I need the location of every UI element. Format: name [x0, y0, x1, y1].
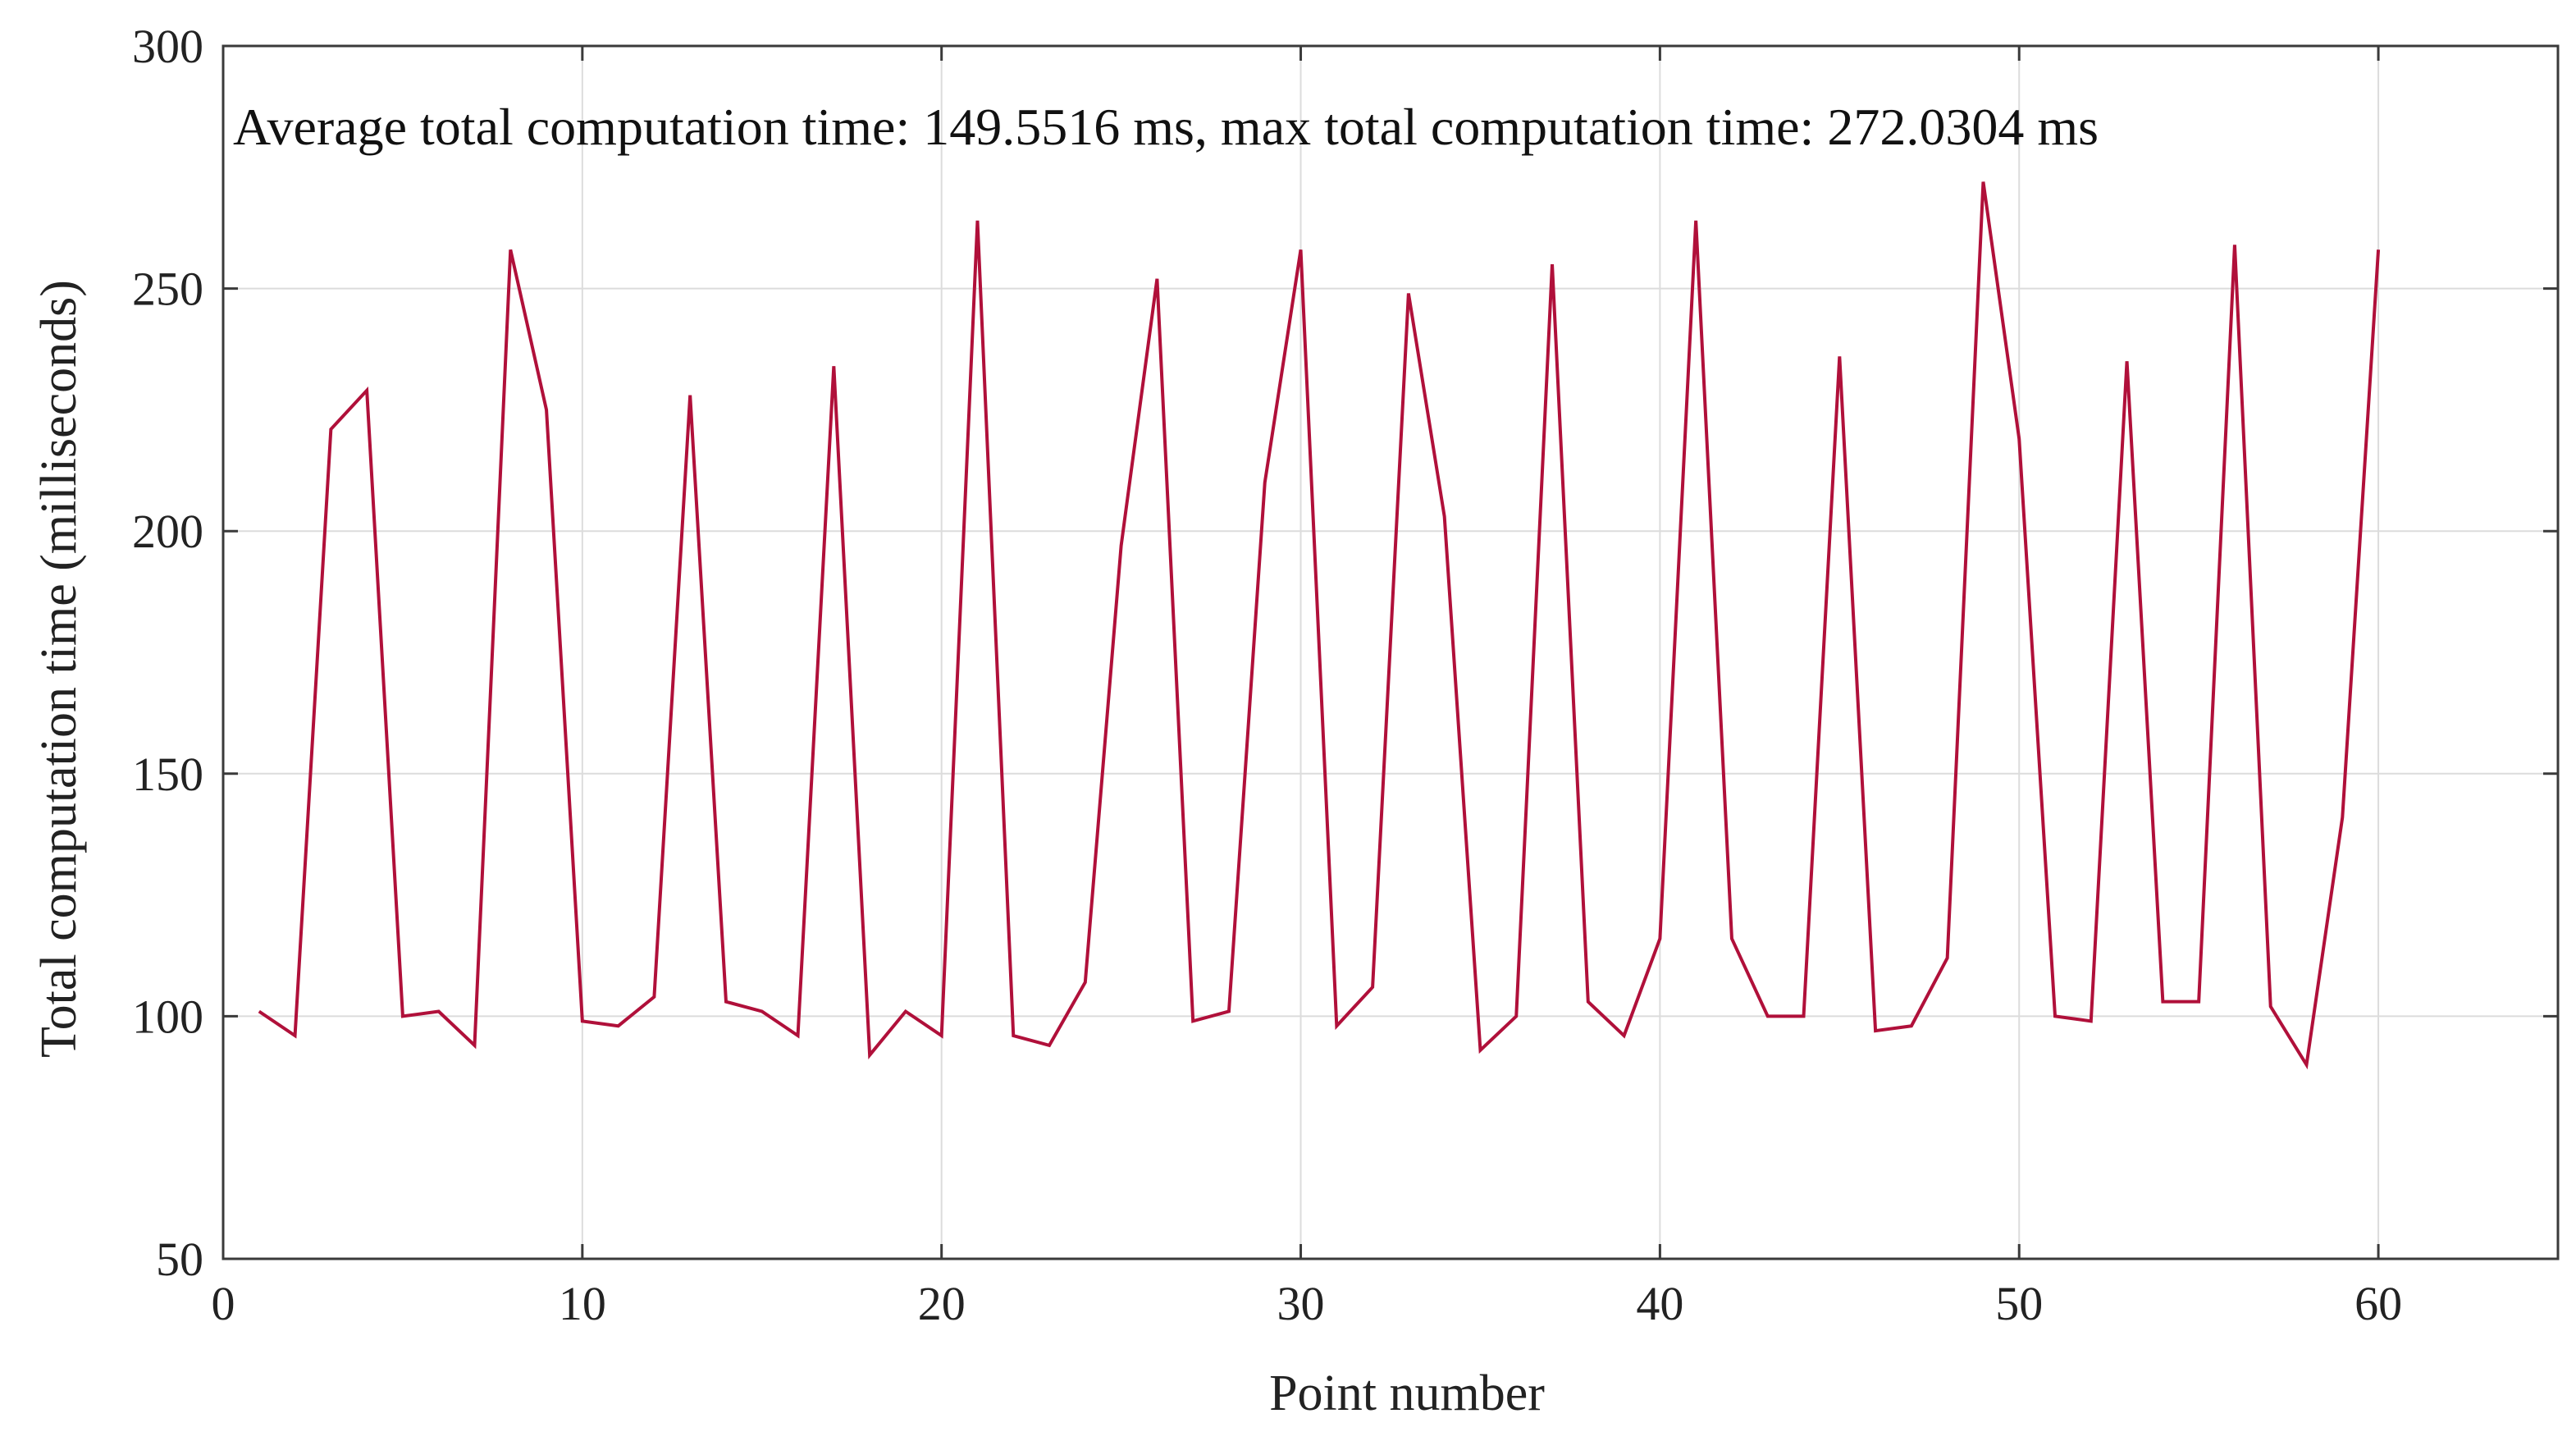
x-tick-label: 10: [559, 1277, 606, 1330]
grid-lines: [223, 46, 2558, 1259]
y-tick-label: 300: [132, 20, 203, 73]
x-tick-label: 20: [918, 1277, 966, 1330]
x-tick-label: 50: [1995, 1277, 2043, 1330]
x-tick-label: 0: [212, 1277, 235, 1330]
y-tick-label: 150: [132, 748, 203, 801]
chart-annotation: Average total computation time: 149.5516…: [233, 98, 2099, 156]
data-series: [258, 181, 2381, 1070]
y-tick-label: 200: [132, 505, 203, 558]
x-tick-label: 30: [1277, 1277, 1325, 1330]
x-tick-label: 40: [1636, 1277, 1683, 1330]
plot-area-frame: [222, 44, 2560, 1260]
y-tick-label: 50: [156, 1233, 203, 1286]
series-line: [258, 181, 2381, 1070]
y-axis-title: Total computation time (milliseconds): [31, 280, 87, 1058]
x-axis-title: Point number: [1269, 1366, 1545, 1421]
tick-labels: 0 10 20 30 40 50 60 50 100 150 200 250 300: [132, 20, 2402, 1330]
y-tick-label: 100: [132, 990, 203, 1043]
y-tick-label: 250: [132, 263, 203, 316]
x-tick-label: 60: [2354, 1277, 2402, 1330]
